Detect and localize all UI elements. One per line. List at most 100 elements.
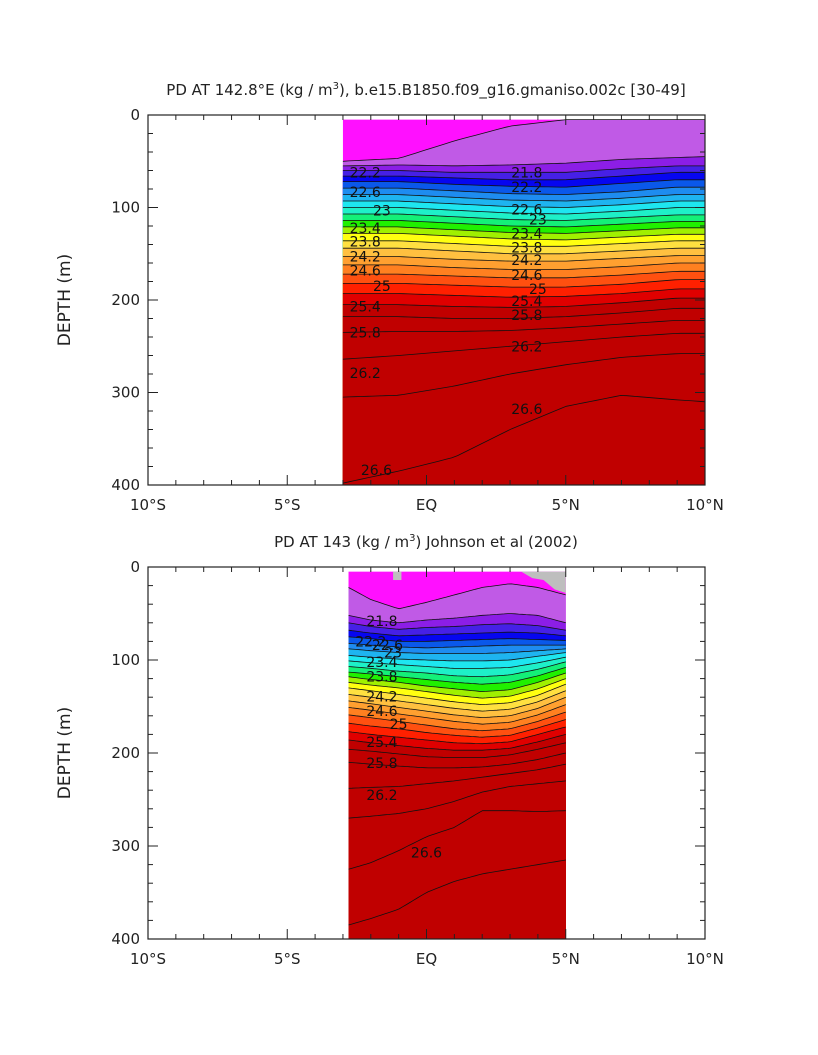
top-panel: PD AT 142.8°E (kg / m3), b.e15.B1850.f09…: [55, 81, 724, 514]
x-tick-label: 5°N: [552, 496, 580, 514]
isopycnal-line: [342, 226, 705, 234]
isopycnal-line: [342, 353, 705, 398]
contour-label: 26.6: [511, 402, 542, 418]
top-title-superscript: 3: [333, 81, 339, 92]
contour-label: 23: [373, 203, 391, 219]
contour-label: 22.6: [511, 202, 542, 218]
contour-label: 23.4: [511, 226, 542, 242]
isopycnal-line: [348, 583, 566, 610]
isopycnal-line: [342, 207, 705, 215]
isopycnal-line: [342, 279, 705, 288]
x-tick-label: 10°N: [686, 950, 724, 968]
contour-label: 24.6: [350, 263, 381, 279]
density-band: [348, 860, 566, 939]
isopycnal-line: [342, 119, 705, 162]
x-tick-label: EQ: [416, 496, 437, 514]
isopycnal-line: [348, 810, 566, 870]
isopycnal-line: [348, 661, 566, 678]
bottom-contour-field: [348, 571, 566, 939]
contour-label: 23: [384, 646, 402, 662]
bottom-axis-ticks: 10°S 5°S EQ 5°N 10°N 0 100 200 300 400: [111, 558, 724, 968]
isopycnal-line: [342, 156, 705, 167]
contour-label: 23.8: [511, 240, 542, 256]
isopycnal-line: [348, 742, 566, 758]
x-tick-label: 10°S: [130, 496, 166, 514]
y-tick-label: 300: [111, 837, 140, 855]
missing-data-region: [521, 571, 566, 594]
contour-label: 22.6: [372, 638, 403, 654]
top-y-axis-title: DEPTH (m): [55, 254, 75, 346]
isopycnal-line: [342, 307, 705, 319]
isopycnal-line: [348, 622, 566, 631]
x-tick-label: 5°N: [552, 950, 580, 968]
y-tick-label: 0: [130, 558, 140, 576]
contour-label: 23.4: [366, 655, 397, 671]
contour-label: 24.6: [511, 268, 542, 284]
isopycnal-line: [342, 262, 705, 270]
x-tick-label: EQ: [416, 950, 437, 968]
contour-label: 23.8: [366, 670, 397, 686]
isopycnal-line: [342, 186, 705, 195]
isopycnal-line: [348, 648, 566, 654]
contour-label: 21.8: [511, 165, 542, 181]
isopycnal-line: [348, 683, 566, 706]
contour-label: 25: [390, 717, 408, 733]
isopycnal-line: [348, 642, 566, 649]
isopycnal-line: [342, 240, 705, 247]
isopycnal-line: [348, 719, 566, 738]
isopycnal-line: [348, 696, 566, 719]
isopycnal-line: [342, 332, 705, 360]
isopycnal-line: [342, 179, 705, 188]
isopycnal-line: [342, 219, 705, 228]
top-contour-field: [342, 119, 705, 485]
isopycnal-line: [342, 395, 705, 484]
isopycnal-line: [348, 667, 566, 685]
isopycnal-line: [348, 656, 566, 669]
contour-label: 26.6: [411, 846, 442, 862]
contour-label: 23.8: [350, 235, 381, 251]
bottom-panel-title: PD AT 143 (kg / m3) Johnson et al (2002): [274, 533, 578, 551]
y-tick-label: 200: [111, 744, 140, 762]
x-tick-label: 10°N: [686, 496, 724, 514]
contour-label: 26.2: [366, 788, 397, 804]
y-tick-label: 400: [111, 476, 140, 494]
y-tick-label: 100: [111, 651, 140, 669]
isopycnal-line: [348, 780, 566, 819]
isopycnal-line: [348, 763, 566, 789]
contour-label: 23: [529, 213, 547, 229]
contour-label: 24.2: [350, 250, 381, 266]
x-tick-label: 10°S: [130, 950, 166, 968]
contour-label: 25: [373, 279, 391, 295]
isopycnal-line: [348, 734, 566, 751]
isopycnal-line: [342, 270, 705, 279]
contour-label: 25.8: [511, 308, 542, 324]
isopycnal-line: [348, 752, 566, 769]
isopycnal-line: [348, 629, 566, 637]
contour-label: 25.8: [350, 325, 381, 341]
top-panel-title: PD AT 142.8°E (kg / m3), b.e15.B1850.f09…: [166, 81, 685, 100]
isopycnal-line: [342, 171, 705, 181]
y-tick-label: 0: [130, 106, 140, 124]
bottom-title-superscript: 3: [409, 533, 415, 544]
isopycnal-line: [342, 247, 705, 255]
contour-label: 24.2: [511, 253, 542, 269]
contour-label: 22.2: [350, 165, 381, 181]
missing-data-region: [393, 571, 402, 581]
contour-label: 22.2: [355, 634, 386, 650]
isopycnal-line: [348, 690, 566, 712]
isopycnal-line: [342, 297, 705, 308]
isopycnal-line: [342, 194, 705, 202]
isopycnal-line: [348, 726, 566, 745]
isopycnal-line: [348, 672, 566, 693]
bottom-panel: PD AT 143 (kg / m3) Johnson et al (2002)…: [55, 533, 724, 968]
bottom-title-prefix: PD AT 143 (kg / m: [274, 533, 409, 551]
contour-label: 26.2: [350, 366, 381, 382]
bottom-title-suffix: ) Johnson et al (2002): [416, 533, 578, 551]
contour-label: 26.6: [361, 463, 392, 479]
bottom-y-axis-title: DEPTH (m): [55, 707, 75, 799]
contour-label: 22.2: [511, 180, 542, 196]
contour-label: 25.4: [366, 735, 397, 751]
isopycnal-line: [348, 859, 566, 926]
contour-label: 22.6: [350, 185, 381, 201]
